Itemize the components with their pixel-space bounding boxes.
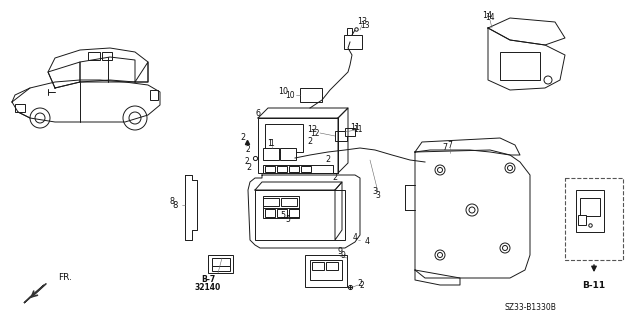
Text: 2: 2 [307, 137, 312, 146]
Bar [265, 209, 275, 217]
Bar [277, 166, 287, 172]
Circle shape [466, 204, 478, 216]
Text: 8: 8 [170, 197, 175, 206]
Bar [344, 35, 362, 49]
Circle shape [544, 76, 552, 84]
Text: 2: 2 [332, 174, 337, 182]
Bar [301, 166, 311, 172]
Text: 7: 7 [447, 140, 452, 150]
Polygon shape [24, 285, 44, 303]
Bar [326, 262, 338, 270]
Text: SZ33-B1330B: SZ33-B1330B [504, 303, 556, 313]
Text: FR.: FR. [58, 273, 72, 283]
Bar [277, 209, 287, 217]
Text: 12: 12 [310, 129, 320, 137]
Text: 1: 1 [269, 138, 275, 147]
Circle shape [30, 108, 50, 128]
Circle shape [435, 250, 445, 260]
Bar [345, 128, 355, 136]
Text: B-11: B-11 [582, 280, 605, 290]
Circle shape [469, 207, 475, 213]
Bar [576, 190, 604, 232]
Bar [263, 196, 299, 216]
Bar [212, 266, 230, 271]
Bar [102, 52, 112, 60]
Text: 2: 2 [241, 133, 246, 143]
Text: 32140: 32140 [195, 284, 221, 293]
Text: 13: 13 [357, 18, 367, 26]
Bar [265, 166, 275, 172]
Bar [310, 260, 342, 280]
Bar [580, 198, 600, 216]
Bar [289, 209, 299, 217]
Bar [15, 104, 25, 112]
Text: 1: 1 [268, 138, 273, 147]
Bar [263, 148, 279, 160]
Text: 4: 4 [365, 238, 369, 247]
Circle shape [502, 246, 508, 250]
Bar [347, 28, 352, 35]
Text: 8: 8 [172, 201, 178, 210]
Text: 3: 3 [376, 190, 380, 199]
Text: 13: 13 [360, 20, 370, 29]
Text: 10: 10 [285, 91, 295, 100]
Circle shape [500, 243, 510, 253]
Bar [305, 255, 347, 287]
Bar [578, 215, 586, 225]
Text: 2: 2 [325, 155, 331, 165]
Circle shape [505, 163, 515, 173]
Text: 2: 2 [357, 278, 363, 287]
Bar [300, 88, 322, 102]
Text: 2: 2 [244, 158, 250, 167]
Text: 9: 9 [337, 248, 342, 256]
Bar [263, 208, 299, 218]
Bar [289, 166, 299, 172]
Text: 12: 12 [307, 125, 317, 135]
Bar [88, 52, 100, 60]
Bar [212, 258, 230, 266]
Bar [255, 190, 345, 240]
Circle shape [129, 112, 141, 124]
Bar [150, 90, 158, 100]
Bar [280, 148, 296, 160]
Text: 5: 5 [280, 211, 285, 220]
Text: 4: 4 [353, 234, 357, 242]
Text: 9: 9 [340, 250, 346, 259]
Text: 6: 6 [255, 108, 260, 117]
Circle shape [123, 106, 147, 130]
Text: 11: 11 [350, 123, 360, 132]
Text: 7: 7 [442, 144, 447, 152]
Bar [565, 178, 623, 260]
Text: 11: 11 [353, 125, 363, 135]
Text: 2: 2 [360, 280, 364, 290]
Circle shape [438, 167, 442, 173]
Bar [500, 52, 540, 80]
Text: 2: 2 [246, 145, 250, 153]
Text: 5: 5 [285, 216, 291, 225]
Text: B-7: B-7 [201, 276, 215, 285]
Text: 14: 14 [485, 13, 495, 23]
Bar [208, 255, 233, 273]
Circle shape [508, 166, 513, 170]
Circle shape [35, 113, 45, 123]
Text: 10: 10 [278, 87, 288, 97]
Text: 2: 2 [246, 164, 252, 173]
Bar [263, 165, 333, 173]
Circle shape [438, 253, 442, 257]
Bar [265, 124, 303, 152]
Bar [335, 131, 347, 141]
Text: 14: 14 [482, 11, 492, 19]
Bar [258, 118, 338, 173]
Circle shape [435, 165, 445, 175]
Bar [281, 198, 297, 206]
Bar [312, 262, 324, 270]
Text: 3: 3 [372, 188, 378, 197]
Bar [263, 198, 279, 206]
